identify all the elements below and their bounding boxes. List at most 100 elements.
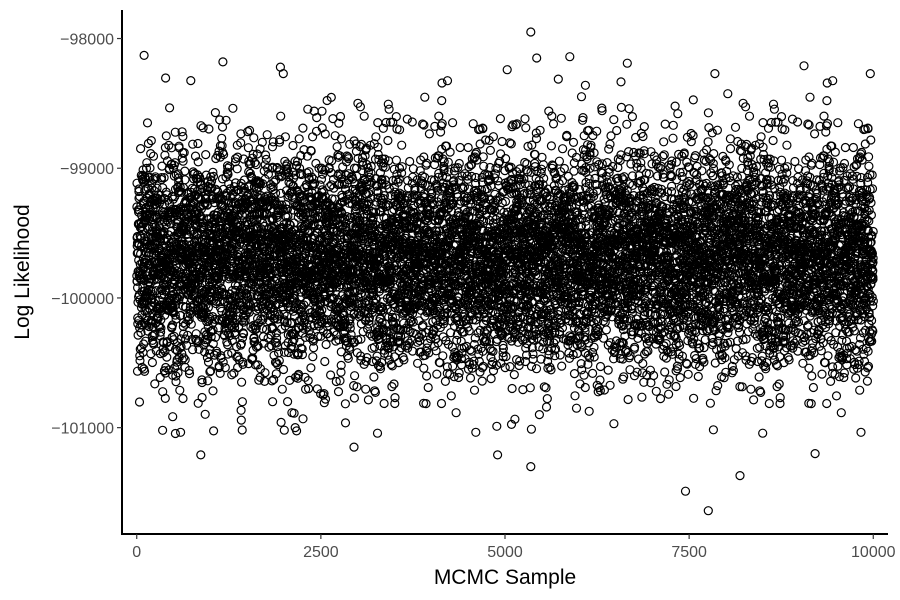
data-point <box>389 379 399 389</box>
data-point <box>198 123 208 133</box>
data-point <box>436 398 447 409</box>
data-point <box>150 329 160 339</box>
data-point <box>352 348 362 358</box>
data-point <box>438 351 448 361</box>
data-point <box>233 152 243 162</box>
data-point <box>137 225 147 235</box>
data-point <box>186 75 196 86</box>
data-point <box>141 248 151 258</box>
data-point <box>208 171 219 181</box>
data-point <box>148 286 158 296</box>
data-point <box>210 107 220 118</box>
data-point <box>227 370 237 380</box>
data-point <box>170 310 180 320</box>
data-point <box>190 151 201 161</box>
data-point <box>496 149 506 159</box>
data-point <box>198 200 208 210</box>
data-point <box>178 131 188 142</box>
data-point <box>160 393 170 403</box>
data-point <box>208 339 218 349</box>
data-point <box>134 397 145 407</box>
data-point <box>203 357 214 367</box>
data-point <box>153 321 164 331</box>
data-point <box>277 384 287 394</box>
data-point <box>216 283 227 294</box>
data-point <box>175 385 185 395</box>
data-point <box>279 425 289 435</box>
data-point <box>178 156 188 166</box>
data-point <box>158 337 168 347</box>
data-point <box>208 312 218 322</box>
data-point <box>333 387 344 397</box>
data-point <box>217 200 227 210</box>
data-point <box>228 103 238 113</box>
data-point <box>173 173 183 183</box>
data-point <box>210 332 221 342</box>
data-point <box>210 223 220 233</box>
data-point <box>359 111 369 121</box>
data-point <box>145 163 155 173</box>
data-point <box>485 145 495 155</box>
data-point <box>298 414 308 424</box>
data-point <box>469 385 480 395</box>
data-point <box>320 356 330 367</box>
data-point <box>205 367 215 377</box>
data-point <box>384 104 394 114</box>
data-point <box>233 351 243 361</box>
data-point <box>150 379 160 389</box>
data-point <box>146 136 156 146</box>
data-point <box>197 377 207 388</box>
data-point <box>308 352 318 362</box>
data-point <box>147 183 157 193</box>
data-point <box>217 133 227 143</box>
data-point <box>237 397 247 407</box>
data-point <box>161 73 171 83</box>
data-point <box>420 92 430 102</box>
data-point <box>497 136 507 147</box>
data-point <box>391 155 401 165</box>
data-point <box>232 352 242 362</box>
data-point <box>200 409 210 419</box>
data-point <box>217 141 227 151</box>
data-point <box>155 372 165 383</box>
data-point <box>142 118 153 128</box>
data-point <box>179 353 189 363</box>
data-point <box>306 363 316 373</box>
data-point <box>276 417 286 427</box>
data-point <box>155 322 165 332</box>
data-point <box>142 158 152 168</box>
data-point <box>213 150 223 160</box>
data-point <box>471 427 481 437</box>
data-point <box>175 182 185 192</box>
data-point <box>161 131 171 141</box>
data-point <box>240 315 250 325</box>
data-point <box>213 234 223 244</box>
data-point <box>180 175 190 185</box>
data-point <box>152 183 162 193</box>
data-point <box>170 428 180 439</box>
data-point <box>422 371 432 381</box>
data-point <box>397 140 407 150</box>
data-point <box>236 405 246 415</box>
data-point <box>201 150 211 160</box>
data-point <box>390 393 400 403</box>
data-point <box>221 115 231 125</box>
data-point <box>492 421 502 431</box>
data-point <box>475 139 485 149</box>
data-point <box>383 135 393 146</box>
data-point <box>135 355 145 366</box>
data-point <box>236 415 246 425</box>
data-point <box>239 154 249 164</box>
data-point <box>228 313 238 324</box>
data-point <box>143 138 153 149</box>
data-point <box>227 335 237 346</box>
data-point <box>486 374 496 384</box>
data-point <box>276 111 286 121</box>
data-point <box>170 127 180 137</box>
data-point <box>184 315 194 325</box>
data-point <box>227 316 238 326</box>
data-point <box>164 140 174 150</box>
data-point <box>173 368 183 378</box>
data-point <box>193 157 203 167</box>
data-point <box>156 323 166 333</box>
